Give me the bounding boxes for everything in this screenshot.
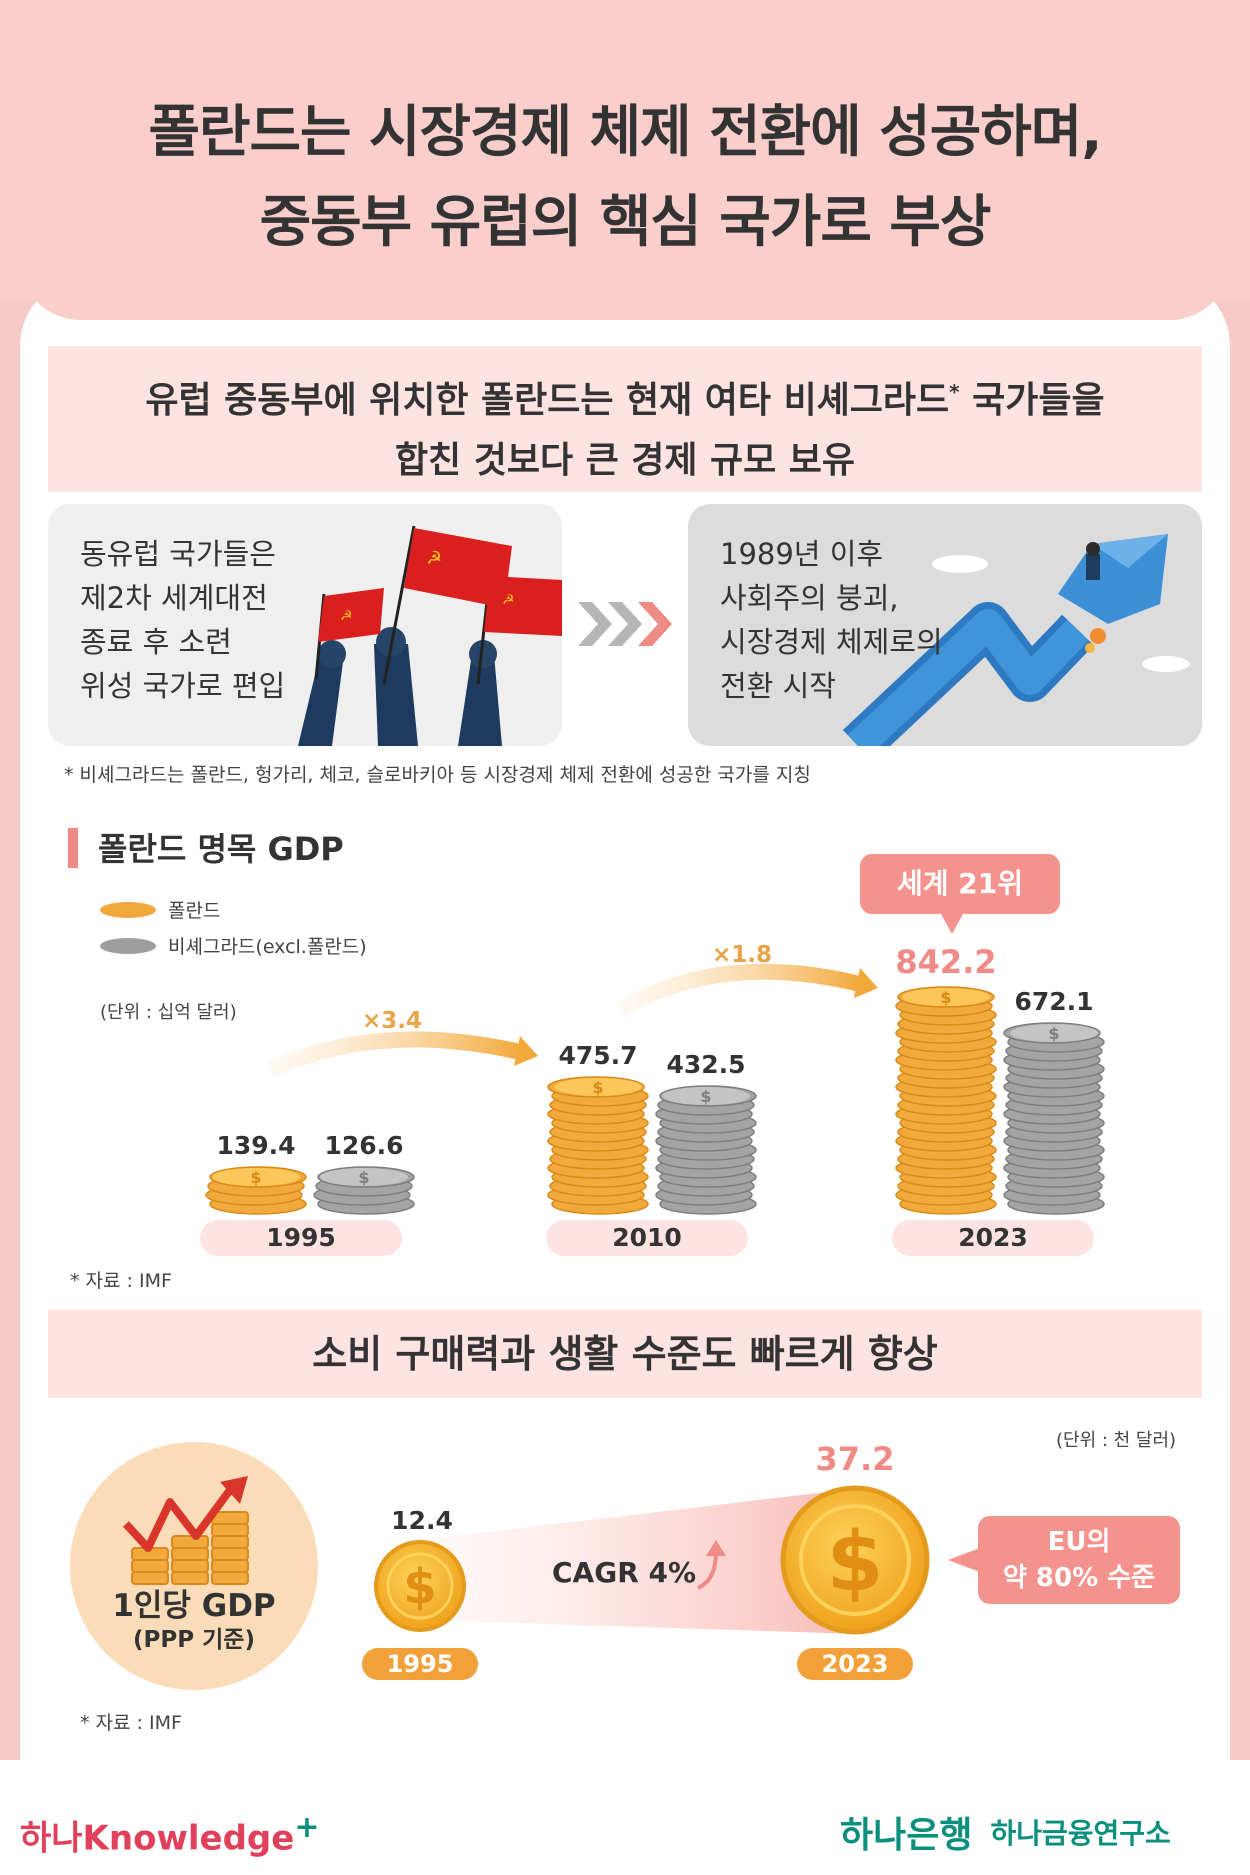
footer [0,1760,1250,1875]
visegrad-footnote: * 비셰그라드는 폴란드, 헝가리, 체코, 슬로바키아 등 시장경제 체제 전… [64,764,811,786]
eu-callout-tail [948,1548,980,1572]
card-line: 제2차 세계대전 [80,581,268,615]
card-line: 전환 시작 [720,669,836,703]
legend-visegrad: 비셰그라드(excl.폴란드) [100,932,367,959]
multiplier-2010-2023: ×1.8 [712,942,773,968]
year-label-2010: 2010 [546,1220,748,1256]
title-line-2: 중동부 유럽의 핵심 국가로 부상 [259,190,992,255]
ppp-unit-label: (단위 : 천 달러) [1056,1430,1177,1451]
banner-line-1: 유럽 중동부에 위치한 폴란드는 현재 여타 비셰그라드* 국가들을 [48,362,1202,431]
soviet-flags-icon: ☭ ☭ ☭ [298,525,562,746]
svg-text:☭: ☭ [426,548,442,569]
per-capita-title: 1인당 GDP [112,1588,276,1624]
ppp-value-2023: 37.2 [815,1440,895,1478]
poland-value-label: 139.4 [216,1131,296,1160]
card-line: 시장경제 체제로의 [720,625,943,659]
poland-value-label: 842.2 [895,943,997,981]
year-label-2023: 2023 [892,1220,1094,1256]
transition-card: 1989년 이후 사회주의 붕괴, 시장경제 체제로의 전환 시작 [688,504,1202,746]
year-label-1995: 1995 [200,1220,402,1256]
eu-comparison-callout: EU의 약 80% 수준 [978,1516,1180,1604]
cagr-label: CAGR 4% [552,1556,697,1589]
hana-bank-logo: 하나은행 하나금융연구소 [840,1806,1171,1858]
gold-coin-icon [100,901,156,918]
title-line-1: 폴란드는 시장경제 체제 전환에 성공하며, [148,100,1102,165]
poland-value-label: 475.7 [558,1041,638,1070]
legend-label: 폴란드 [168,900,221,922]
silver-coin-icon [100,937,156,954]
world-rank-callout: 세계 21위 [860,854,1060,914]
svg-text:☭: ☭ [502,592,515,608]
card-line: 1989년 이후 [720,537,884,571]
card-line: 사회주의 붕괴, [720,581,899,615]
ppp-source: * 자료 : IMF [80,1712,182,1734]
card-line: 종료 후 소련 [80,625,232,659]
soviet-era-text: 동유럽 국가들은 제2차 세계대전 종료 후 소련 위성 국가로 편입 [80,532,285,708]
visegrad-value-label: 432.5 [666,1050,746,1079]
eu-line-1: EU의 [1047,1527,1111,1557]
card-line: 위성 국가로 편입 [80,669,286,703]
institute-name: 하나금융연구소 [990,1817,1171,1850]
section-accent-bar [68,828,78,868]
hana-knowledge-logo: 하나Knowledge+ [20,1810,319,1859]
soviet-era-card: 동유럽 국가들은 제2차 세계대전 종료 후 소련 위성 국가로 편입 ☭ ☭ … [48,504,562,746]
legend-label: 비셰그라드(excl.폴란드) [168,936,367,958]
banner-text-b: 국가들을 [959,380,1105,421]
per-capita-circle [70,1442,318,1690]
ppp-year-2023: 2023 [797,1648,913,1680]
gdp-unit-label: (단위 : 십억 달러) [100,1002,237,1023]
card-line: 동유럽 국가들은 [80,537,276,571]
gdp-section-title: 폴란드 명목 GDP [98,830,344,868]
svg-text:☭: ☭ [340,608,353,624]
panel-curve [20,260,1230,320]
per-capita-subtitle: (PPP 기준) [133,1627,255,1653]
ppp-year-1995: 1995 [362,1648,478,1680]
visegrad-value-label: 672.1 [1014,987,1094,1016]
callout-tail [940,912,964,934]
coin-growth-icon [123,1476,249,1585]
gdp-source: * 자료 : IMF [70,1270,172,1292]
banner-line-2: 합친 것보다 큰 경제 규모 보유 [394,440,856,481]
summary-banner: 유럽 중동부에 위치한 폴란드는 현재 여타 비셰그라드* 국가들을 합친 것보… [48,346,1202,492]
brand-plus: + [294,1810,320,1845]
ppp-section-title: 소비 구매력과 생활 수준도 빠르게 향상 [48,1310,1202,1398]
multiplier-1995-2010: ×3.4 [362,1008,423,1034]
eu-line-2: 약 80% 수준 [1002,1563,1156,1593]
footnote-mark: * [949,380,960,404]
visegrad-value-label: 126.6 [324,1131,404,1160]
chevron-right-icon [578,602,672,646]
banner-text-a: 유럽 중동부에 위치한 폴란드는 현재 여타 비셰그라드 [145,380,950,421]
brand-left-text: 하나Knowledge [20,1818,295,1859]
bank-name: 하나은행 [840,1815,973,1856]
ppp-value-1995: 12.4 [391,1506,453,1535]
legend-poland: 폴란드 [100,896,220,923]
page-title: 폴란드는 시장경제 체제 전환에 성공하며, 중동부 유럽의 핵심 국가로 부상 [0,88,1250,268]
header: 폴란드는 시장경제 체제 전환에 성공하며, 중동부 유럽의 핵심 국가로 부상 [0,0,1250,300]
transition-text: 1989년 이후 사회주의 붕괴, 시장경제 체제로의 전환 시작 [720,532,943,708]
rocket-growth-icon [842,534,1190,746]
